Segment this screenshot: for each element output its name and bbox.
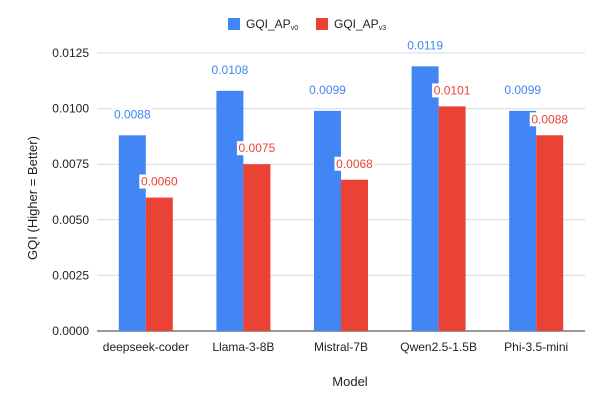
bar-1 bbox=[411, 66, 439, 332]
bar-2 bbox=[145, 197, 173, 331]
data-label-background bbox=[405, 38, 446, 53]
legend: GQI_APv0 GQI_APv3 bbox=[228, 17, 386, 32]
bar-2 bbox=[536, 135, 564, 331]
y-tick-label: 0.0075 bbox=[52, 157, 89, 171]
x-tick-label: Llama-3-8B bbox=[212, 340, 274, 354]
data-label-background bbox=[112, 107, 153, 122]
data-label: 0.0101 bbox=[434, 83, 471, 97]
data-label: 0.0068 bbox=[336, 157, 373, 171]
data-label-background bbox=[236, 141, 277, 156]
bar-1 bbox=[216, 90, 244, 331]
y-tick-label: 0.0125 bbox=[52, 46, 89, 60]
bar-1 bbox=[314, 110, 341, 331]
bar-2 bbox=[438, 106, 466, 331]
data-label-background bbox=[529, 112, 570, 127]
data-label: 0.0088 bbox=[531, 112, 568, 126]
y-tick-label: 0.0025 bbox=[52, 268, 89, 282]
data-labels: 0.0088 0.0060 0.0108 0.0075 0.0099 0.0068 0.01… bbox=[112, 38, 570, 189]
y-tick-label: 0.0000 bbox=[52, 324, 89, 338]
x-tick-label: Qwen2.5-1.5B bbox=[400, 340, 477, 354]
x-tick-label: Phi-3.5-mini bbox=[504, 340, 568, 354]
data-label: 0.0088 bbox=[114, 107, 151, 121]
y-axis-ticks: 0.0000 0.0025 0.0050 0.0075 0.0100 0.0125 bbox=[52, 46, 89, 338]
legend-label-series-2: GQI_APv3 bbox=[334, 17, 386, 32]
legend-swatch-series-1 bbox=[228, 18, 240, 30]
x-axis-title: Model bbox=[332, 374, 368, 389]
data-label: 0.0108 bbox=[212, 63, 249, 77]
bar-1 bbox=[118, 135, 146, 331]
x-tick-label: deepseek-coder bbox=[103, 340, 189, 354]
data-label-background bbox=[209, 62, 250, 77]
y-tick-label: 0.0050 bbox=[52, 213, 89, 227]
y-axis-title: GQI (Higher = Better) bbox=[25, 136, 40, 260]
bar-2 bbox=[243, 164, 271, 331]
data-label: 0.0075 bbox=[239, 141, 276, 155]
data-label: 0.0099 bbox=[309, 83, 346, 97]
y-tick-label: 0.0100 bbox=[52, 102, 89, 116]
data-label: 0.0060 bbox=[141, 175, 178, 189]
x-tick-label: Mistral-7B bbox=[314, 340, 368, 354]
data-label-background bbox=[334, 156, 375, 171]
data-label-background bbox=[502, 82, 543, 97]
data-label-background bbox=[307, 82, 348, 97]
data-label-background bbox=[139, 174, 180, 189]
legend-swatch-series-2 bbox=[316, 18, 328, 30]
data-label: 0.0099 bbox=[504, 83, 541, 97]
x-axis-ticks: deepseek-coder Llama-3-8B Mistral-7B Qwen2.… bbox=[103, 340, 568, 354]
data-label-background bbox=[432, 83, 473, 98]
bar-2 bbox=[341, 179, 368, 331]
legend-label-series-1: GQI_APv0 bbox=[246, 17, 298, 32]
data-label: 0.0119 bbox=[407, 38, 443, 52]
bars bbox=[118, 66, 564, 332]
bar-1 bbox=[509, 110, 537, 331]
